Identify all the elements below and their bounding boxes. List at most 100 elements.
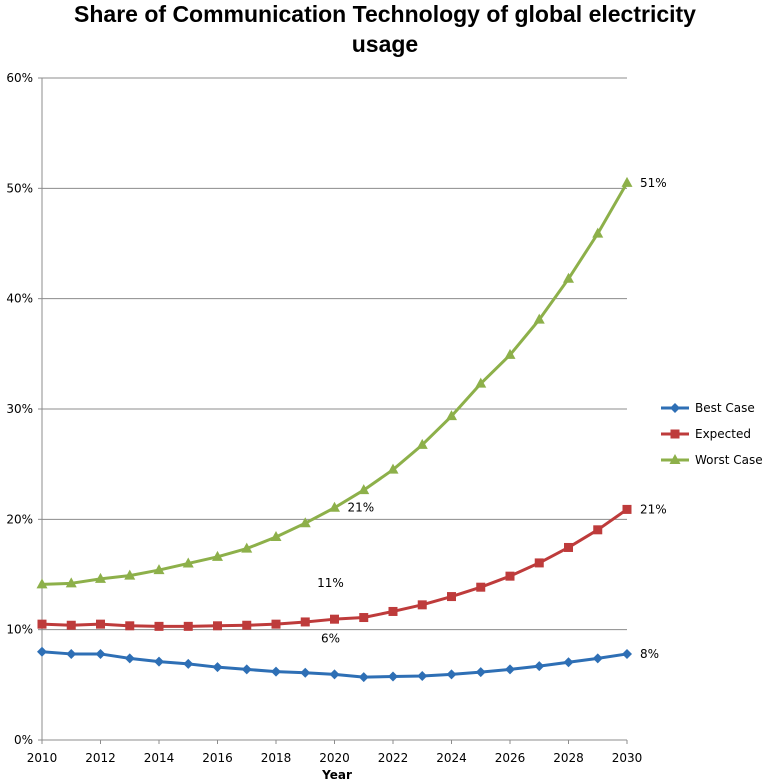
data-point (66, 648, 77, 659)
data-point (563, 657, 574, 668)
data-point (242, 620, 252, 630)
data-point (417, 600, 427, 610)
data-point (183, 658, 194, 669)
data-point (300, 667, 311, 678)
x-tick-label: 2018 (261, 751, 292, 765)
y-axis-ticks: 0% 10% 20% 30% 40% 50% 60% (6, 71, 42, 747)
x-tick-label: 2022 (378, 751, 409, 765)
data-label: 11% (317, 576, 344, 590)
data-point (299, 517, 311, 528)
data-label: 21% (348, 501, 375, 515)
data-point (534, 558, 544, 568)
y-tick-label: 0% (14, 733, 33, 747)
y-tick-label: 10% (6, 623, 33, 637)
data-point (387, 463, 399, 474)
x-tick-label: 2030 (612, 751, 643, 765)
series-best-case (37, 646, 632, 683)
data-point (95, 648, 106, 659)
data-point (124, 569, 136, 580)
data-point (670, 429, 680, 439)
legend: Best Case Expected Worst Case (661, 401, 762, 467)
data-point (358, 672, 369, 683)
data-point (330, 614, 339, 624)
series-group (36, 176, 633, 683)
data-point (475, 377, 487, 388)
data-point (154, 621, 164, 631)
x-axis-ticks: 2010 2012 2014 2016 2018 2020 2022 2024 2026 2028… (27, 740, 643, 765)
data-point (66, 620, 76, 630)
data-point (213, 621, 222, 631)
series-expected (37, 504, 632, 631)
x-tick-label: 2010 (27, 751, 58, 765)
x-tick-label: 2026 (495, 751, 526, 765)
data-point (388, 671, 398, 682)
data-label: 6% (321, 631, 340, 645)
data-label: 21% (640, 502, 667, 516)
legend-label: Expected (695, 427, 751, 441)
data-point (476, 582, 486, 592)
data-point (592, 653, 603, 664)
data-point (505, 664, 515, 675)
legend-item-best-case: Best Case (661, 401, 755, 415)
legend-item-expected: Expected (661, 427, 751, 441)
data-point (533, 313, 545, 324)
data-point (669, 454, 681, 464)
series-line (41, 508, 628, 628)
gridlines (42, 77, 627, 631)
chart-title-line-1: Share of Communication Technology of glo… (74, 1, 696, 27)
y-tick-label: 30% (6, 402, 33, 416)
y-tick-label: 60% (6, 71, 33, 85)
data-point (241, 664, 252, 675)
data-point (124, 653, 135, 664)
data-point (300, 617, 310, 627)
data-point (183, 621, 193, 631)
y-tick-label: 50% (6, 181, 33, 195)
data-point (96, 619, 105, 629)
data-point (622, 648, 632, 659)
data-point (593, 525, 603, 535)
data-point (447, 592, 456, 602)
y-tick-label: 20% (6, 512, 33, 526)
data-point (37, 619, 47, 629)
data-point (270, 530, 282, 541)
x-tick-label: 2028 (553, 751, 584, 765)
data-point (388, 606, 398, 616)
data-point (271, 619, 281, 629)
data-point (475, 667, 486, 678)
data-point (416, 438, 428, 449)
legend-label: Best Case (695, 401, 755, 415)
data-point (329, 501, 340, 512)
data-point (564, 542, 573, 552)
data-point (241, 542, 253, 553)
data-label: 8% (640, 647, 659, 661)
data-point (621, 176, 633, 187)
legend-item-worst-case: Worst Case (661, 453, 762, 467)
series-worst-case (36, 176, 633, 589)
data-point (563, 272, 574, 283)
data-point (534, 661, 545, 672)
data-point (65, 577, 77, 588)
x-tick-label: 2012 (85, 751, 116, 765)
data-point (182, 557, 194, 568)
data-point (271, 666, 281, 677)
y-tick-label: 40% (6, 292, 33, 306)
data-label: 51% (640, 176, 667, 190)
data-point (154, 656, 164, 667)
data-point (212, 662, 223, 673)
x-axis-label: Year (321, 768, 352, 782)
data-point (592, 227, 604, 238)
data-point (358, 484, 370, 495)
data-point (504, 348, 516, 359)
data-point (37, 646, 47, 657)
annotations: 51% 21% 8% 21% 11% 6% (317, 176, 667, 661)
data-point (417, 671, 428, 682)
data-point (95, 572, 106, 583)
data-point (212, 550, 223, 561)
data-point (505, 571, 515, 581)
data-point (622, 504, 632, 514)
x-tick-label: 2014 (144, 751, 175, 765)
data-point (446, 669, 457, 680)
legend-label: Worst Case (695, 453, 762, 467)
data-point (670, 403, 680, 413)
